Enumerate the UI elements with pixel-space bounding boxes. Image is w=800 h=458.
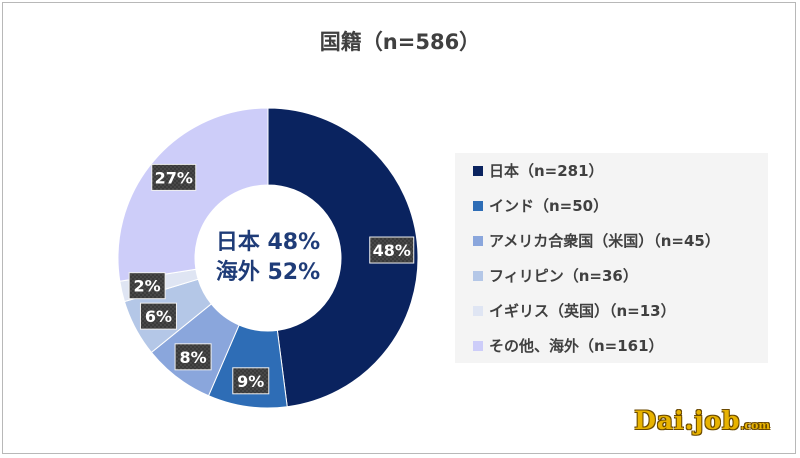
legend-label-1: インド（n=50） (489, 197, 609, 215)
chart-title: 国籍（n=586） (319, 30, 481, 54)
data-label-box-5 (151, 163, 197, 191)
data-label-5: 27% (151, 163, 197, 191)
logo-suffix: .com (740, 419, 770, 432)
center-label-overseas: 海外 52% (215, 260, 321, 285)
legend-swatch-3 (473, 270, 483, 281)
slice-5 (117, 107, 269, 282)
legend-item-2: アメリカ合衆国（米国）（n=45） (455, 223, 768, 258)
data-label-2: 8% (174, 343, 212, 371)
data-label-3: 6% (139, 302, 177, 330)
legend-label-2: アメリカ合衆国（米国）（n=45） (489, 232, 720, 250)
data-label-text-3: 6% (145, 307, 172, 326)
legend-item-1: インド（n=50） (455, 188, 768, 223)
legend-swatch-5 (473, 340, 483, 351)
center-label: 日本 48% 海外 52% (198, 228, 338, 288)
data-label-text-0: 48% (373, 241, 411, 260)
data-label-0: 48% (369, 236, 415, 264)
legend-item-3: フィリピン（n=36） (455, 258, 768, 293)
data-label-text-2: 8% (180, 348, 207, 367)
legend-swatch-4 (473, 305, 483, 316)
legend-item-5: その他、海外（n=161） (455, 328, 768, 363)
data-label-box-4 (128, 272, 166, 300)
legend-label-5: その他、海外（n=161） (489, 337, 664, 355)
data-label-4: 2% (128, 272, 166, 300)
daijob-logo: Dai.job.com (634, 406, 770, 435)
legend-label-0: 日本（n=281） (489, 162, 604, 180)
legend-swatch-0 (473, 165, 483, 176)
center-label-japan: 日本 48% (215, 230, 321, 255)
slice-0 (267, 107, 419, 408)
data-label-text-4: 2% (134, 277, 161, 296)
data-label-text-1: 9% (237, 372, 264, 391)
data-label-box-0 (369, 236, 415, 264)
data-label-text-5: 27% (155, 168, 193, 187)
legend: 日本（n=281） インド（n=50） アメリカ合衆国（米国）（n=45） フィリピン… (455, 153, 768, 363)
legend-item-4: イギリス（英国）（n=13） (455, 293, 768, 328)
data-label-1: 9% (232, 367, 270, 395)
legend-swatch-2 (473, 235, 483, 246)
data-label-box-1 (232, 367, 270, 395)
data-label-box-2 (174, 343, 212, 371)
legend-label-4: イギリス（英国）（n=13） (489, 302, 676, 320)
legend-swatch-1 (473, 200, 483, 211)
logo-main: Dai.job (634, 406, 741, 435)
legend-item-0: 日本（n=281） (455, 153, 768, 188)
legend-label-3: フィリピン（n=36） (489, 267, 638, 285)
data-label-box-3 (139, 302, 177, 330)
